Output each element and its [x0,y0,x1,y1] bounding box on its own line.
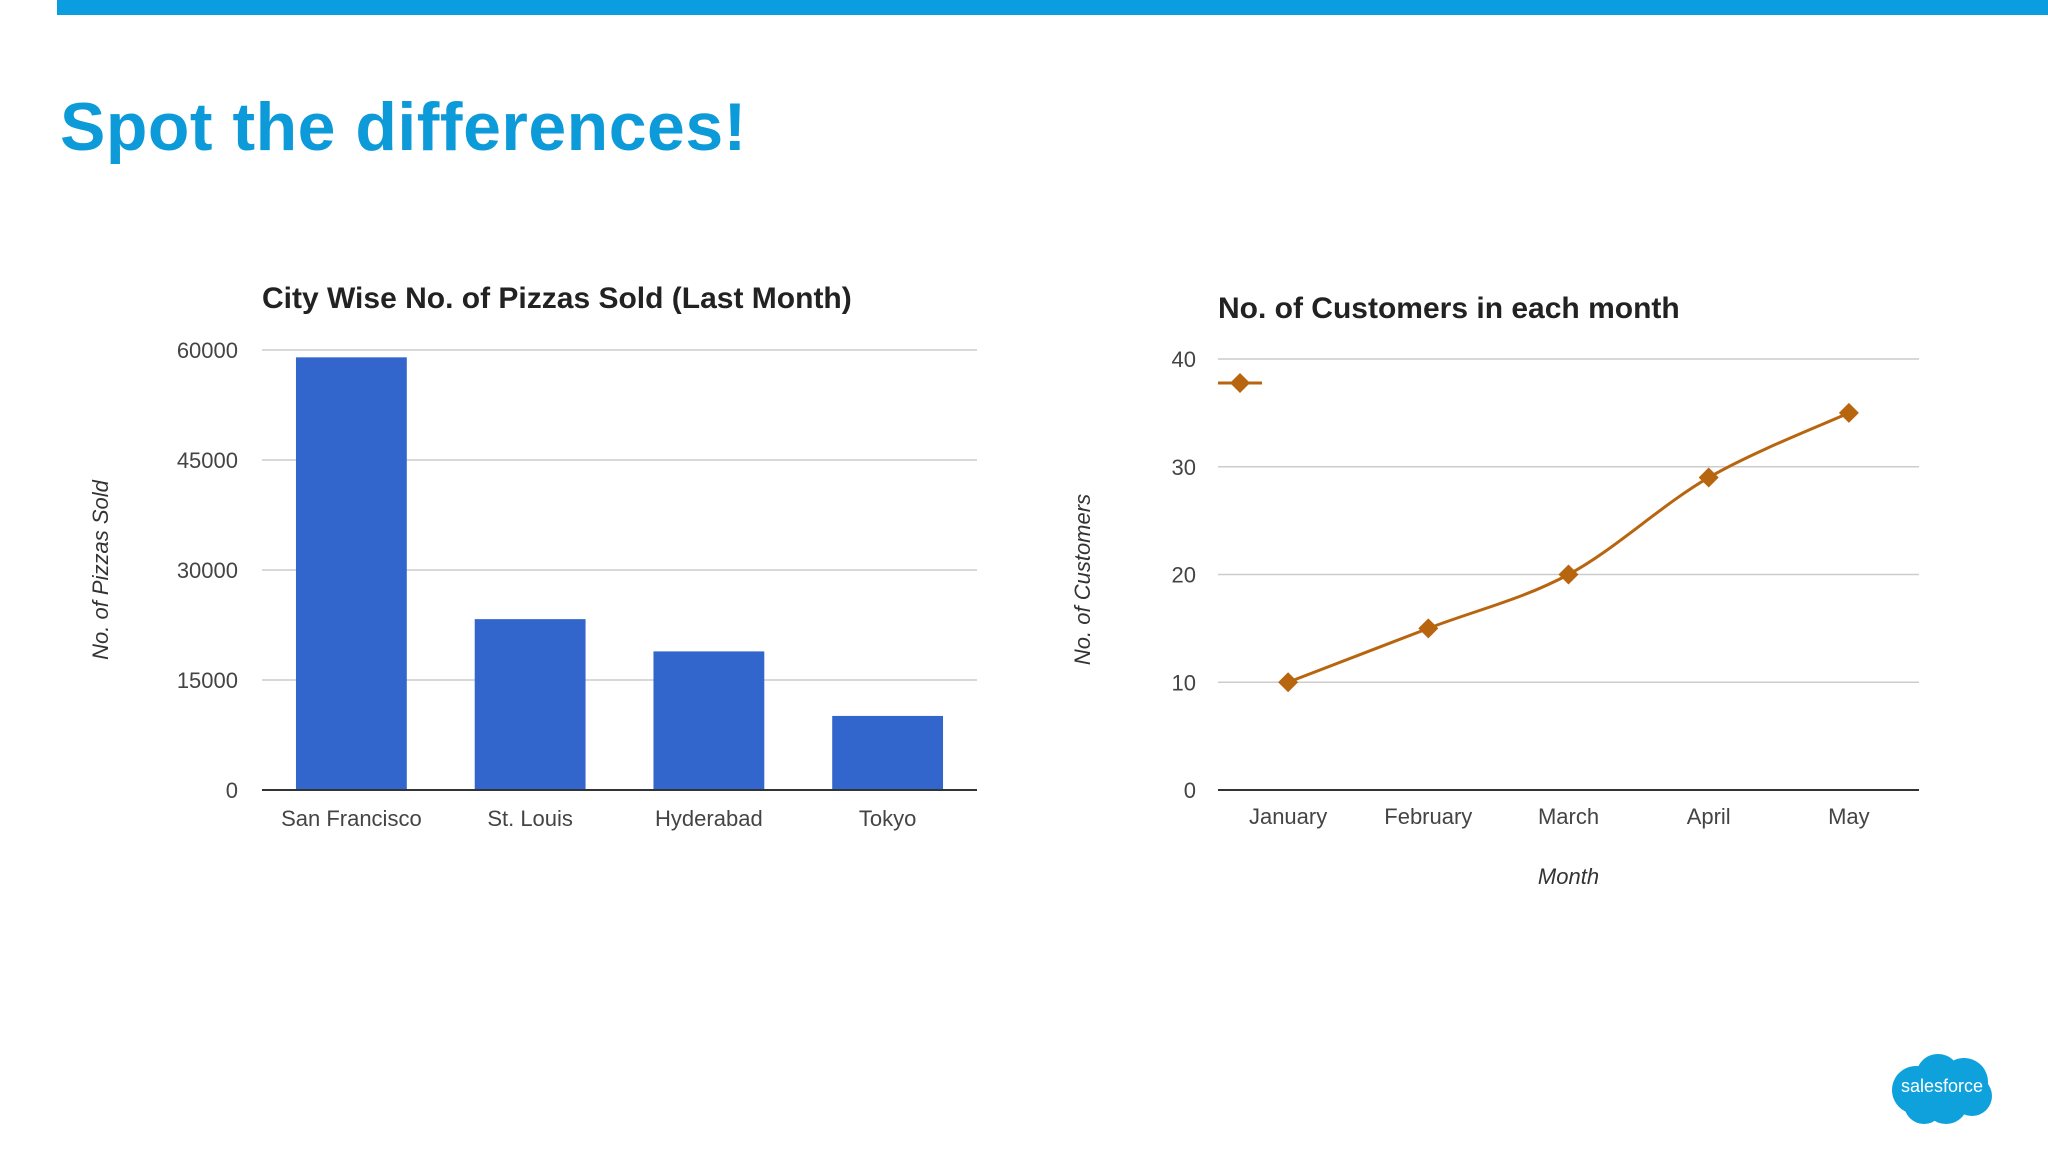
line-x-tick-label: February [1384,804,1472,829]
bar-y-axis-label: No. of Pizzas Sold [88,479,113,660]
line-y-tick-label: 10 [1172,670,1196,695]
line-point-february [1418,618,1439,639]
bar-x-tick-label: Hyderabad [655,806,763,831]
line-chart-title: No. of Customers in each month [1218,292,1680,325]
line-x-tick-label: March [1538,804,1599,829]
bar-hyderabad [653,651,765,790]
bar-y-tick-label: 0 [226,778,238,803]
bar-y-tick-label: 30000 [177,558,238,583]
line-y-tick-label: 30 [1172,455,1196,480]
line-point-april [1698,467,1719,488]
bar-x-tick-label: Tokyo [859,806,916,831]
bar-tokyo [832,715,944,790]
cloud-logo-icon [1892,1054,1992,1124]
customers-line [1287,411,1850,684]
line-x-tick-label: January [1249,804,1327,829]
line-point-march [1558,564,1579,585]
line-y-tick-label: 40 [1172,347,1196,372]
line-y-axis-label: No. of Customers [1070,494,1095,665]
line-y-tick-label: 0 [1184,778,1196,803]
line-point-may [1838,402,1859,423]
salesforce-logo: salesforce [1886,1050,1998,1128]
line-x-axis-label: Month [1538,864,1599,889]
slide-title: Spot the differences! [60,89,747,165]
bar-x-tick-label: San Francisco [281,806,422,831]
line-point-january [1278,672,1299,693]
bar-chart-title: City Wise No. of Pizzas Sold (Last Month… [262,282,852,315]
logo-text: salesforce [1900,1076,1984,1096]
bar-y-tick-label: 45000 [177,448,238,473]
bar-x-tick-label: St. Louis [487,806,573,831]
legend-diamond-icon [1230,373,1250,393]
line-x-tick-label: May [1828,804,1870,829]
line-x-tick-label: April [1687,804,1731,829]
bar-san-francisco [295,357,407,790]
bar-st-louis [474,619,586,790]
bar-y-tick-label: 15000 [177,668,238,693]
line-y-tick-label: 20 [1172,563,1196,588]
top-accent-bar [57,0,2048,15]
bar-y-tick-label: 60000 [177,338,238,363]
